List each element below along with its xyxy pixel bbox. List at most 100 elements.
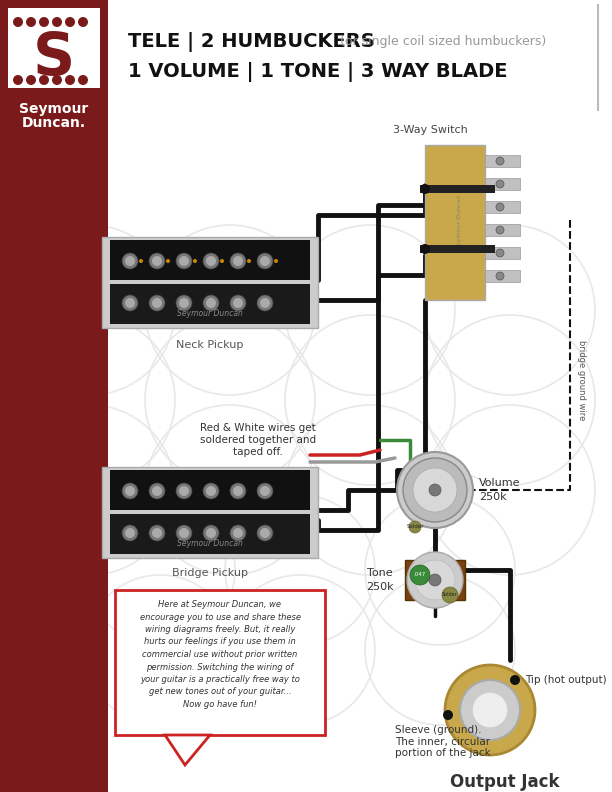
Circle shape xyxy=(176,295,192,311)
Bar xyxy=(425,145,485,300)
Circle shape xyxy=(122,295,138,311)
Circle shape xyxy=(220,259,224,263)
Text: Solder: Solder xyxy=(442,592,458,597)
Bar xyxy=(485,155,520,167)
Circle shape xyxy=(420,184,430,194)
Circle shape xyxy=(125,528,135,538)
Bar xyxy=(0,0,108,792)
Circle shape xyxy=(397,452,473,528)
Text: Neck Pickup: Neck Pickup xyxy=(176,340,244,350)
Circle shape xyxy=(233,528,243,538)
Text: Output Jack: Output Jack xyxy=(450,773,560,791)
Bar xyxy=(485,224,520,236)
Circle shape xyxy=(230,295,246,311)
Text: 1 VOLUME | 1 TONE | 3 WAY BLADE: 1 VOLUME | 1 TONE | 3 WAY BLADE xyxy=(128,62,507,82)
Circle shape xyxy=(233,298,243,308)
Circle shape xyxy=(139,259,143,263)
Circle shape xyxy=(26,17,36,27)
Circle shape xyxy=(149,253,165,269)
Bar xyxy=(102,237,318,328)
Circle shape xyxy=(122,525,138,541)
Circle shape xyxy=(233,256,243,266)
Text: Here at Seymour Duncan, we
encourage you to use and share these
wiring diagrams : Here at Seymour Duncan, we encourage you… xyxy=(140,600,300,709)
Circle shape xyxy=(257,295,273,311)
Bar xyxy=(485,178,520,190)
Circle shape xyxy=(13,17,23,27)
Bar xyxy=(110,284,310,324)
Circle shape xyxy=(203,253,219,269)
Circle shape xyxy=(420,244,430,254)
Bar xyxy=(485,201,520,213)
Circle shape xyxy=(429,484,441,496)
Text: S: S xyxy=(33,29,75,86)
Circle shape xyxy=(203,525,219,541)
Bar xyxy=(8,8,100,88)
Circle shape xyxy=(260,528,270,538)
Circle shape xyxy=(13,75,23,85)
Circle shape xyxy=(429,574,441,586)
Circle shape xyxy=(403,458,467,522)
Text: Volume
250k: Volume 250k xyxy=(479,478,520,501)
Circle shape xyxy=(409,521,421,533)
Circle shape xyxy=(230,483,246,499)
Circle shape xyxy=(166,259,170,263)
Text: TELE | 2 HUMBUCKERS: TELE | 2 HUMBUCKERS xyxy=(128,32,375,52)
Text: Sleeve (ground).
The inner, circular
portion of the jack: Sleeve (ground). The inner, circular por… xyxy=(395,725,491,758)
Circle shape xyxy=(26,75,36,85)
Text: Tip (hot output): Tip (hot output) xyxy=(525,675,606,685)
Circle shape xyxy=(260,256,270,266)
Circle shape xyxy=(206,528,216,538)
Polygon shape xyxy=(165,735,210,765)
Bar xyxy=(108,0,612,115)
Circle shape xyxy=(179,486,189,496)
Circle shape xyxy=(415,560,455,600)
Circle shape xyxy=(149,483,165,499)
Circle shape xyxy=(445,665,535,755)
Circle shape xyxy=(496,180,504,188)
Bar xyxy=(115,590,325,735)
Circle shape xyxy=(460,680,520,740)
Circle shape xyxy=(176,483,192,499)
Circle shape xyxy=(496,272,504,280)
Bar xyxy=(420,185,495,193)
Circle shape xyxy=(203,295,219,311)
Circle shape xyxy=(230,253,246,269)
Text: Seymour Duncan: Seymour Duncan xyxy=(177,539,243,547)
Circle shape xyxy=(443,710,453,720)
Circle shape xyxy=(179,256,189,266)
Circle shape xyxy=(152,486,162,496)
Bar xyxy=(110,240,310,280)
Circle shape xyxy=(203,483,219,499)
Text: bridge ground wire: bridge ground wire xyxy=(577,340,586,421)
Polygon shape xyxy=(0,115,108,185)
Circle shape xyxy=(125,486,135,496)
Circle shape xyxy=(149,295,165,311)
Circle shape xyxy=(152,528,162,538)
Text: (or single coil sized humbuckers): (or single coil sized humbuckers) xyxy=(336,36,547,48)
Circle shape xyxy=(65,75,75,85)
Text: Solder: Solder xyxy=(406,524,424,530)
Circle shape xyxy=(206,256,216,266)
Bar xyxy=(420,245,495,253)
Bar xyxy=(485,270,520,282)
Circle shape xyxy=(247,259,251,263)
Bar xyxy=(485,247,520,259)
Circle shape xyxy=(122,253,138,269)
Circle shape xyxy=(125,298,135,308)
Text: 3-Way Switch: 3-Way Switch xyxy=(393,125,468,135)
Circle shape xyxy=(496,203,504,211)
Text: Duncan.: Duncan. xyxy=(22,116,86,130)
Text: Seymour Duncan: Seymour Duncan xyxy=(458,195,463,249)
Circle shape xyxy=(407,552,463,608)
Circle shape xyxy=(65,17,75,27)
Circle shape xyxy=(230,525,246,541)
Circle shape xyxy=(274,259,278,263)
Circle shape xyxy=(510,675,520,685)
Circle shape xyxy=(152,256,162,266)
Circle shape xyxy=(496,249,504,257)
Circle shape xyxy=(179,298,189,308)
Bar xyxy=(110,470,310,510)
Circle shape xyxy=(176,525,192,541)
Circle shape xyxy=(125,256,135,266)
Circle shape xyxy=(410,565,430,585)
